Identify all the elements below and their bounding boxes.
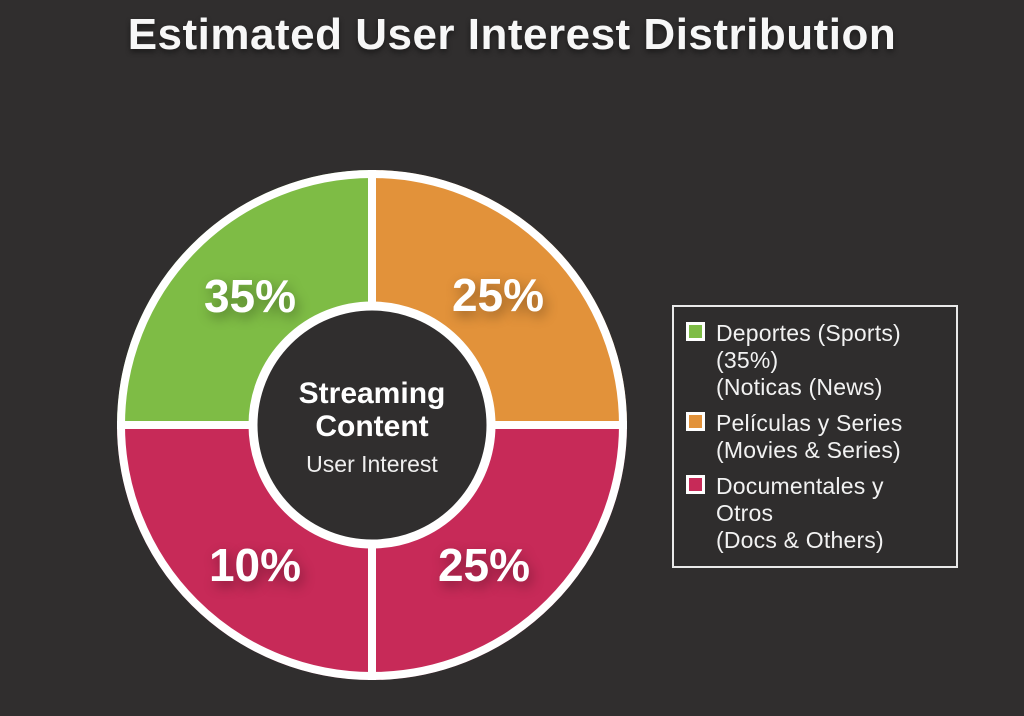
legend-label-docs-line2: (Docs & Others) <box>716 527 884 553</box>
center-title-line1: Streaming <box>298 377 446 410</box>
center-subtitle: User Interest <box>306 451 438 477</box>
legend-label-sports-line2: (Noticas (News) <box>716 374 883 400</box>
legend-label-sports: Deportes (Sports) (35%) (Noticas (News) <box>716 320 944 401</box>
legend-label-movies: Películas y Series (Movies & Series) <box>716 410 902 464</box>
donut-center-text: Streaming Content User Interest <box>262 377 482 477</box>
segment-label-10: 10% <box>208 539 302 591</box>
legend-label-sports-line1: Deportes (Sports) (35%) <box>716 320 901 373</box>
legend-swatch-pink <box>686 475 705 494</box>
segment-label-25-bottomright: 25% <box>437 539 531 591</box>
legend-swatch-green <box>686 322 705 341</box>
segment-label-35: 35% <box>203 270 297 322</box>
legend-item-docs: Documentales y Otros (Docs & Others) <box>686 473 944 554</box>
donut-chart-svg <box>117 170 627 680</box>
legend-swatch-orange <box>686 412 705 431</box>
legend-item-sports: Deportes (Sports) (35%) (Noticas (News) <box>686 320 944 401</box>
donut-chart <box>112 165 632 685</box>
center-hole <box>248 301 496 549</box>
center-title-line2: Content <box>315 410 429 443</box>
legend: Deportes (Sports) (35%) (Noticas (News) … <box>672 305 958 568</box>
page-title: Estimated User Interest Distribution <box>127 10 897 59</box>
legend-label-movies-line1: Películas y Series <box>716 410 903 436</box>
segment-label-25-topright: 25% <box>451 269 545 321</box>
legend-label-docs-line1: Documentales y Otros <box>716 473 884 526</box>
legend-label-movies-line2: (Movies & Series) <box>716 437 901 463</box>
legend-item-movies: Películas y Series (Movies & Series) <box>686 410 944 464</box>
outer-ring <box>117 170 627 680</box>
legend-label-docs: Documentales y Otros (Docs & Others) <box>716 473 944 554</box>
